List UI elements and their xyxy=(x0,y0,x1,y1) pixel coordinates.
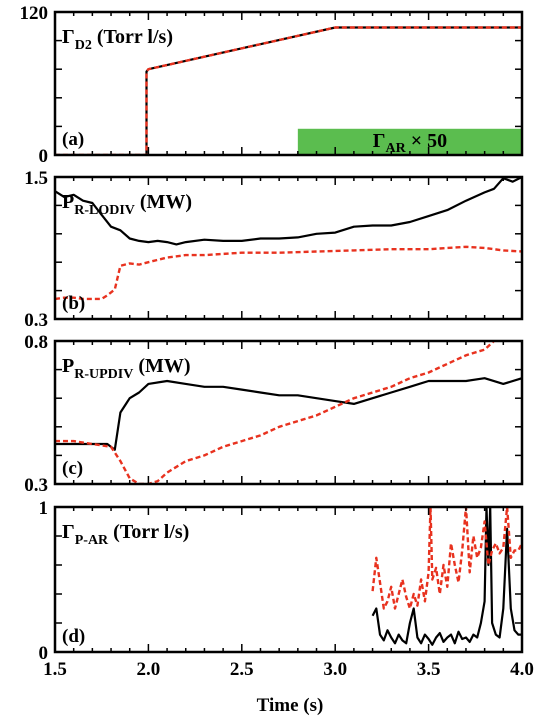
y-tick-label-bottom: 0 xyxy=(39,643,49,664)
series-solid-d xyxy=(371,507,522,646)
y-tick-label-bottom: 0.3 xyxy=(24,310,48,331)
y-tick-label-top: 1.5 xyxy=(24,168,48,189)
panel-tag-b: (b) xyxy=(62,293,85,314)
panel-d: 1 0 ΓP-AR (Torr l/s) (d) xyxy=(39,498,524,664)
x-tick-label: 2.0 xyxy=(137,659,161,680)
x-tick-label: 4.0 xyxy=(510,659,534,680)
y-tick-label-top: 120 xyxy=(20,3,49,24)
panel-title-c: PR-UPDIV (MW) xyxy=(62,355,191,382)
chart-panels: ΓAR × 50 120 0 ΓD2 (Torr l/s) (a) 1.5 0.3 PR-LO… xyxy=(20,3,524,664)
panel-title-d: ΓP-AR (Torr l/s) xyxy=(62,521,189,548)
panel-frame-d xyxy=(53,505,524,654)
series-dashed-d xyxy=(371,507,522,610)
series-solid-c xyxy=(55,377,522,451)
y-tick-label-top: 0.8 xyxy=(24,332,48,353)
panel-tag-a: (a) xyxy=(62,129,84,150)
series-dashed-b xyxy=(55,245,522,301)
panel-tag-d: (d) xyxy=(62,626,85,647)
x-tick-label: 3.5 xyxy=(417,659,441,680)
series-solid-b xyxy=(55,177,522,246)
panel-tag-c: (c) xyxy=(62,458,83,479)
panel-c: 0.8 0.3 PR-UPDIV (MW) (c) xyxy=(24,332,524,496)
panel-frame-a xyxy=(53,10,524,157)
x-axis-label: Time (s) xyxy=(257,695,324,716)
panel-b: 1.5 0.3 PR-LODIV (MW) (b) xyxy=(24,168,524,331)
y-tick-label-top: 1 xyxy=(39,498,49,519)
panel-frame-c xyxy=(53,339,524,486)
panel-title-a: ΓD2 (Torr l/s) xyxy=(62,26,173,53)
x-tick-label: 2.5 xyxy=(230,659,254,680)
series-dashed-a xyxy=(55,26,522,155)
series-dashed-c xyxy=(55,341,495,484)
y-tick-label-bottom: 0.3 xyxy=(24,475,48,496)
panel-frame-b xyxy=(53,175,524,321)
panel-a: ΓAR × 50 120 0 ΓD2 (Torr l/s) (a) xyxy=(20,3,524,167)
y-tick-label-bottom: 0 xyxy=(39,146,49,167)
argon-band-label: ΓAR × 50 xyxy=(373,130,447,156)
shared-x-axis: 1.5 2.0 2.5 3.0 3.5 4.0 xyxy=(43,659,534,680)
x-tick-label: 1.5 xyxy=(43,659,67,680)
x-tick-label: 3.0 xyxy=(323,659,347,680)
panel-title-b: PR-LODIV (MW) xyxy=(62,191,192,218)
